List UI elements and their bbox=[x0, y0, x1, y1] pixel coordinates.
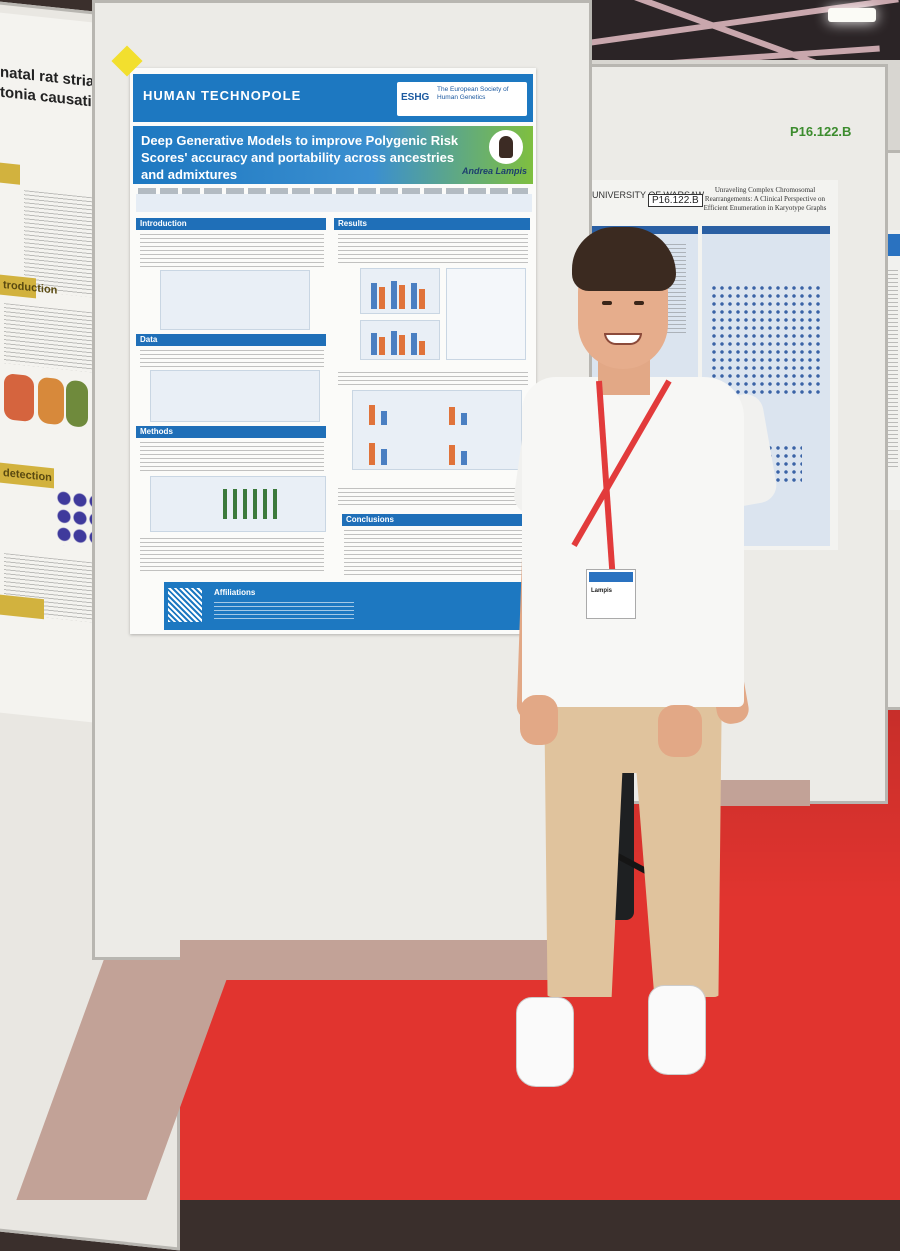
left-eye bbox=[602, 301, 612, 305]
qr-code bbox=[168, 588, 202, 622]
introduction-figure bbox=[160, 270, 310, 330]
right-board-base bbox=[710, 780, 810, 806]
introduction-text bbox=[140, 234, 324, 268]
smile bbox=[604, 333, 642, 345]
eshg-logo-box: ESHG The European Society of Human Genet… bbox=[397, 82, 527, 116]
methods-text bbox=[140, 538, 324, 572]
right-sneaker bbox=[648, 985, 706, 1075]
eshg-tag: ESHG bbox=[401, 92, 430, 103]
data-text bbox=[140, 350, 324, 368]
results-text bbox=[338, 488, 528, 506]
name-badge: Lampis bbox=[586, 569, 636, 619]
human-technopole-logo: HUMAN TECHNOPOLE bbox=[143, 88, 302, 103]
section-methods: Methods bbox=[136, 426, 326, 438]
poster-title: Deep Generative Models to improve Polyge… bbox=[141, 133, 459, 182]
results-legend bbox=[446, 268, 526, 360]
poster-number-label: P16.122.B bbox=[648, 194, 703, 207]
ceiling-light bbox=[828, 8, 876, 22]
karyotype-dot-grid bbox=[710, 284, 820, 394]
eshg-name: The European Society of Human Genetics bbox=[437, 86, 509, 101]
right-hand bbox=[658, 705, 702, 757]
poster-footer: Affiliations bbox=[164, 582, 534, 630]
right-eye bbox=[634, 301, 644, 305]
poster-title-bar: Deep Generative Models to improve Polyge… bbox=[133, 126, 533, 184]
left-poster-section-head: troduction bbox=[0, 274, 57, 299]
methods-text bbox=[140, 442, 324, 472]
right-poster-title: Unraveling Complex Chromosomal Rearrange… bbox=[703, 186, 827, 212]
brain-scan-image bbox=[38, 376, 64, 426]
poster-header: HUMAN TECHNOPOLE ESHG The European Socie… bbox=[133, 74, 533, 122]
methods-diagram bbox=[150, 476, 326, 532]
badge-stripe bbox=[589, 572, 633, 582]
poster-info-strip bbox=[136, 194, 532, 212]
left-sneaker bbox=[516, 997, 574, 1087]
brain-scan-image bbox=[66, 379, 88, 428]
author-avatar bbox=[489, 130, 523, 164]
section-data: Data bbox=[136, 334, 326, 346]
section-conclusions: Conclusions bbox=[342, 514, 530, 526]
left-hand bbox=[520, 695, 558, 745]
presenter-person: Lampis bbox=[500, 225, 790, 1095]
results-text bbox=[338, 234, 528, 264]
badge-name: Lampis bbox=[591, 588, 613, 594]
results-improvement-charts bbox=[352, 390, 522, 470]
left-poster-section-head: detection bbox=[0, 462, 54, 489]
section-results: Results bbox=[334, 218, 530, 230]
section-introduction: Introduction bbox=[136, 218, 326, 230]
center-board-base bbox=[180, 940, 590, 980]
results-text bbox=[338, 372, 528, 388]
author-name: Andrea Lampis bbox=[461, 166, 527, 176]
hair bbox=[572, 227, 676, 291]
main-poster: HUMAN TECHNOPOLE ESHG The European Socie… bbox=[130, 68, 536, 634]
left-poster-section-head bbox=[0, 162, 20, 185]
results-bar-chart bbox=[360, 320, 440, 360]
conclusions-text bbox=[344, 530, 528, 578]
data-pipeline-figure bbox=[150, 370, 320, 422]
board-number: P16.122.B bbox=[790, 124, 852, 139]
white-tshirt bbox=[522, 377, 744, 707]
author-list bbox=[138, 188, 528, 196]
brain-scan-image bbox=[4, 373, 34, 423]
affiliations-heading: Affiliations bbox=[214, 588, 256, 597]
left-poster-section-head bbox=[0, 594, 44, 620]
results-bar-chart bbox=[360, 268, 440, 314]
